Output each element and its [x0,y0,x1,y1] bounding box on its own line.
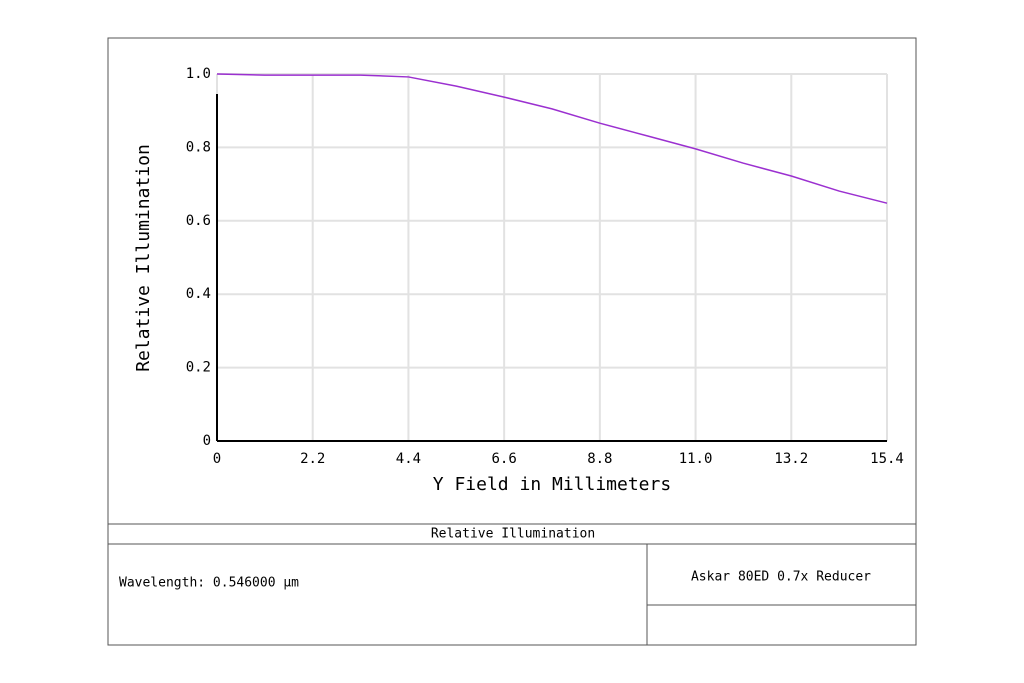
x-axis-title: Y Field in Millimeters [433,474,671,495]
x-tick-label: 8.8 [587,451,612,467]
x-tick-label: 13.2 [774,451,808,467]
y-tick-label: 0.2 [186,360,211,376]
y-tick-label: 0.4 [186,286,211,302]
y-tick-label: 0.6 [186,213,211,229]
wavelength: Wavelength: 0.546000 µm [119,576,299,591]
y-tick-label: 0.8 [186,139,211,155]
frame [107,37,917,646]
x-tick-label: 2.2 [300,451,325,467]
footer-title: Relative Illumination [431,527,595,542]
x-tick-label: 15.4 [870,451,904,467]
lens-name: Askar 80ED 0.7x Reducer [691,570,871,585]
x-tick-label: 11.0 [679,451,713,467]
y-tick-label: 1.0 [186,66,211,82]
y-axis-title: Relative Illumination [133,144,154,372]
y-tick-label: 0 [203,433,211,449]
x-tick-label: 4.4 [396,451,421,467]
x-tick-label: 6.6 [491,451,516,467]
x-tick-label: 0 [213,451,221,467]
series-line [216,73,888,204]
